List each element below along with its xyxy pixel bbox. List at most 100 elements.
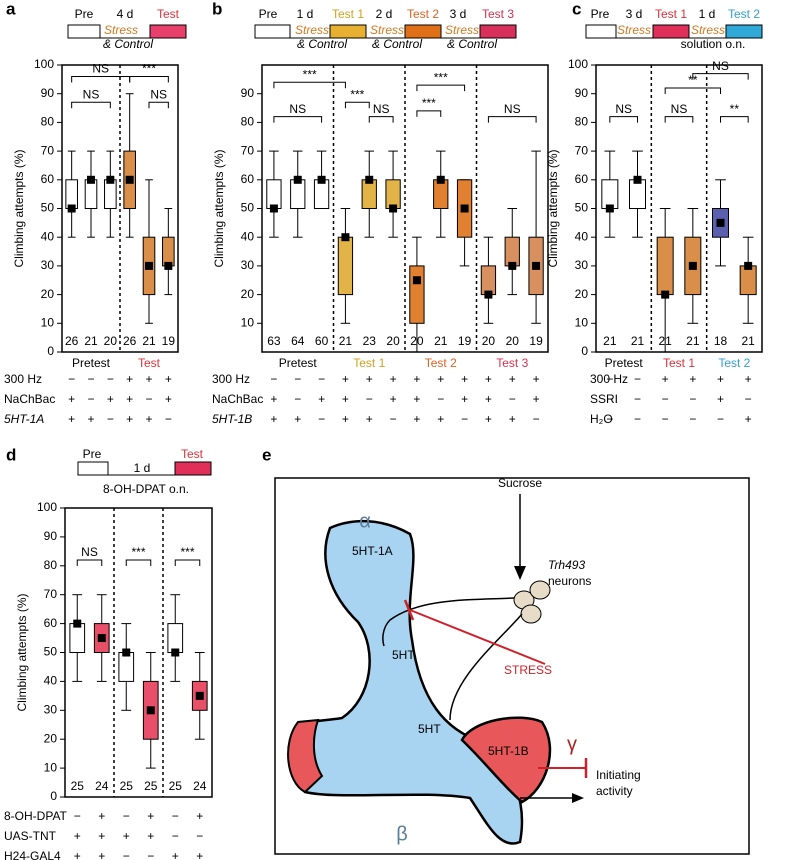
timeline-label: Test 3 xyxy=(482,7,514,21)
n-label: 21 xyxy=(658,334,672,348)
genotype-sign: − xyxy=(107,412,114,426)
significance-label: *** xyxy=(180,545,194,559)
mean-marker xyxy=(460,204,469,213)
significance-bracket xyxy=(609,116,638,123)
arrowhead xyxy=(572,793,584,803)
y-tick-label: 20 xyxy=(241,287,255,301)
genotype-sign: − xyxy=(634,392,641,406)
y-tick-label: 0 xyxy=(50,789,57,803)
genotype-sign: + xyxy=(147,829,154,843)
timeline-label: Test xyxy=(181,447,204,461)
significance-label: NS xyxy=(81,545,98,559)
genotype-sign: − xyxy=(123,809,130,823)
stress-label: STRESS xyxy=(504,663,552,677)
box xyxy=(118,652,135,682)
y-tick-label: 100 xyxy=(34,57,54,71)
timeline-segment xyxy=(585,24,617,39)
group-label: Pretest xyxy=(605,356,644,370)
timeline-label: 1 d xyxy=(134,461,151,475)
timeline-label: Test 2 xyxy=(728,7,760,21)
genotype-sign: − xyxy=(68,372,75,386)
lobe-label: β xyxy=(396,823,408,845)
genotype-sign: + xyxy=(165,372,172,386)
y-tick-label: 70 xyxy=(44,587,58,601)
mean-marker xyxy=(688,261,697,270)
genotype-sign: + xyxy=(126,412,133,426)
y-tick-label: 60 xyxy=(241,172,255,186)
genotype-sign: − xyxy=(74,809,81,823)
timeline-segment xyxy=(174,461,212,476)
box xyxy=(601,179,619,210)
n-label: 26 xyxy=(123,334,137,348)
genotype-sign: − xyxy=(87,392,94,406)
mean-marker xyxy=(436,175,445,184)
genotype-sign: + xyxy=(437,372,444,386)
y-tick-label: 70 xyxy=(575,143,589,157)
mean-marker xyxy=(412,276,421,285)
mean-marker xyxy=(195,691,204,700)
n-label: 21 xyxy=(339,334,353,348)
y-tick-label: 60 xyxy=(575,172,589,186)
significance-bracket xyxy=(487,116,537,123)
significance-bracket xyxy=(720,116,749,123)
genotype-sign: + xyxy=(461,372,468,386)
significance-label: *** xyxy=(434,70,448,84)
box-chart: d Pre Test 1 d 8-OH-DPAT o.n. Climbing attemp… xyxy=(4,445,213,860)
genotype-sign: + xyxy=(126,372,133,386)
genotype-sign: − xyxy=(717,412,724,426)
genotype-sign: + xyxy=(196,809,203,823)
mean-marker xyxy=(164,261,173,270)
y-tick-label: 40 xyxy=(41,229,55,243)
significance-bracket xyxy=(664,116,694,123)
n-label: 25 xyxy=(120,779,134,793)
timeline-label: 1 d xyxy=(297,7,314,21)
timeline-label: Pre xyxy=(259,7,278,21)
box xyxy=(409,265,425,324)
genotype-label: NaChBac xyxy=(4,392,55,406)
mean-marker xyxy=(125,175,134,184)
significance-label: NS xyxy=(289,102,306,116)
timeline-label: 8-OH-DPAT o.n. xyxy=(103,482,189,496)
significance-bracket xyxy=(344,101,370,109)
genotype-sign: + xyxy=(145,372,152,386)
genotype-sign: + xyxy=(509,412,516,426)
genotype-sign: + xyxy=(689,372,696,386)
genotype-sign: + xyxy=(342,372,349,386)
genotype-sign: + xyxy=(745,372,752,386)
significance-bracket xyxy=(174,559,201,567)
mean-marker xyxy=(293,175,302,184)
significance-bracket xyxy=(129,75,169,83)
box xyxy=(84,179,98,210)
timeline-label: 3 d xyxy=(450,7,467,21)
y-tick-label: 90 xyxy=(41,86,55,100)
genotype-sign: − xyxy=(366,392,373,406)
timeline-segment xyxy=(67,24,101,39)
genotype-label: 5HT-1A xyxy=(4,412,44,426)
timeline-label: solution o.n. xyxy=(681,37,746,51)
box xyxy=(629,179,646,210)
genotype-sign: + xyxy=(342,392,349,406)
group-label: Test 2 xyxy=(718,356,750,370)
genotype-sign: + xyxy=(126,392,133,406)
n-label: 25 xyxy=(169,779,183,793)
y-tick-label: 60 xyxy=(44,616,58,630)
lobe-label: γ xyxy=(567,733,577,755)
y-tick-label: 30 xyxy=(241,258,255,272)
y-tick-label: 50 xyxy=(41,201,55,215)
significance-label: NS xyxy=(83,87,100,101)
genotype-sign: − xyxy=(318,412,325,426)
timeline-label: Stress xyxy=(295,23,329,37)
significance-bracket xyxy=(76,559,103,567)
n-label: 21 xyxy=(741,334,755,348)
box xyxy=(65,179,78,210)
n-label: 60 xyxy=(315,334,329,348)
transmitter-label: 5HT xyxy=(392,648,415,662)
mean-marker xyxy=(317,175,326,184)
y-tick-label: 50 xyxy=(241,201,255,215)
mean-marker xyxy=(341,233,350,242)
genotype-sign: + xyxy=(717,392,724,406)
y-tick-label: 10 xyxy=(575,315,589,329)
genotype-label: 300 Hz xyxy=(212,372,250,386)
y-tick-label: 40 xyxy=(575,229,589,243)
genotype-sign: + xyxy=(68,412,75,426)
